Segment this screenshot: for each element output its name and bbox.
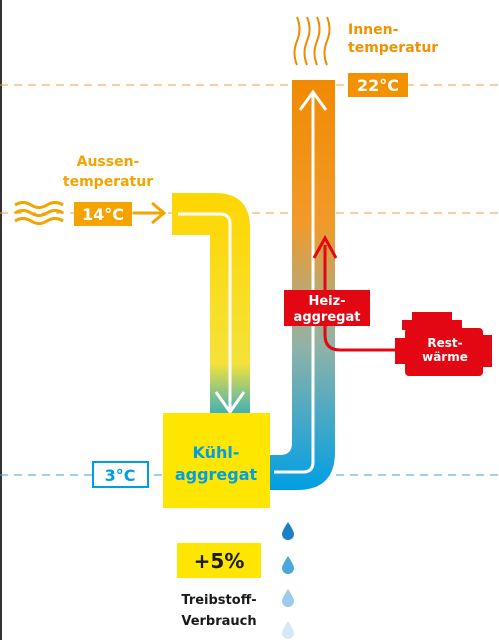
outside-label: Aussen- [77,154,140,170]
diagram: Innen- temperatur 22°C Aussen- temperatu… [0,0,499,640]
heat-waves [295,17,330,65]
consumption-label: Treibstoff- [181,593,256,608]
drops [282,522,294,639]
cooler-label: aggregat [175,465,258,484]
inside-label: temperatur [348,40,438,56]
cold-pipe [172,193,250,420]
cool-temp: 3°C [105,466,136,485]
consumption-label: Verbrauch [181,614,256,629]
inside-temp: 22°C [357,76,399,95]
heater-label: Heiz- [308,294,345,309]
outside-label: temperatur [63,174,153,190]
consumption-value: +5% [194,549,245,573]
inside-label: Innen- [348,22,399,38]
waste-heat-label: wärme [422,350,468,364]
frame-edge [0,0,2,640]
outside-temp: 14°C [82,205,124,224]
cooler-label: Kühl- [192,443,239,462]
heater-label: aggregat [294,310,361,325]
air-waves [15,203,63,224]
waste-heat-label: Rest- [427,336,462,350]
inlet-arrow [133,203,164,223]
